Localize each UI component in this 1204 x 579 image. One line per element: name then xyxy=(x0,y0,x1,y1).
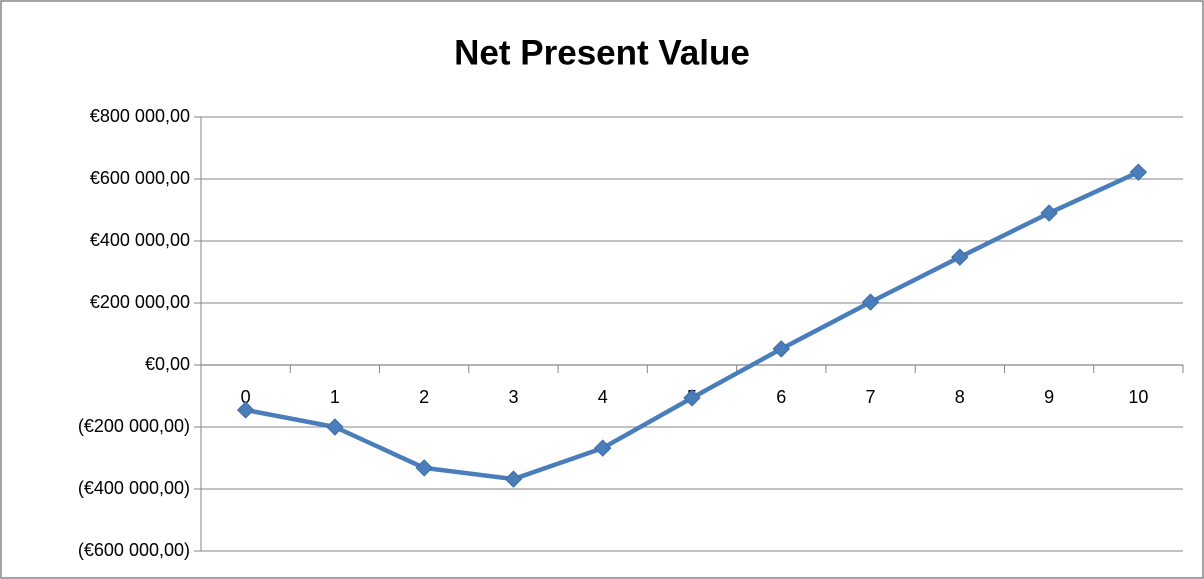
data-point xyxy=(236,401,255,419)
x-tick-label: 7 xyxy=(866,387,876,407)
data-point xyxy=(861,293,880,311)
x-tick-label: 1 xyxy=(330,387,340,407)
y-tick-label: (€200 000,00) xyxy=(78,416,190,436)
data-point xyxy=(1129,163,1148,181)
y-tick-label: €600 000,00 xyxy=(90,168,190,188)
y-tick-label: (€600 000,00) xyxy=(78,540,190,560)
x-tick-label: 10 xyxy=(1128,387,1148,407)
x-tick-label: 2 xyxy=(419,387,429,407)
data-point xyxy=(415,459,433,477)
data-point xyxy=(951,248,969,266)
data-point xyxy=(326,418,344,436)
x-tick-label: 4 xyxy=(598,387,608,407)
x-tick-label: 0 xyxy=(241,387,251,407)
x-tick-label: 8 xyxy=(955,387,965,407)
y-tick-label: €200 000,00 xyxy=(90,292,190,312)
chart-title: Net Present Value xyxy=(454,33,750,72)
y-tick-label: €0,00 xyxy=(145,354,190,374)
data-point xyxy=(1040,204,1058,222)
x-tick-label: 3 xyxy=(508,387,518,407)
data-point xyxy=(504,470,523,488)
y-tick-label: (€400 000,00) xyxy=(78,478,190,498)
data-point xyxy=(683,389,701,407)
data-point xyxy=(772,340,790,358)
y-tick-label: €400 000,00 xyxy=(90,230,190,250)
x-tick-label: 6 xyxy=(776,387,786,407)
y-tick-label: €800 000,00 xyxy=(90,106,190,126)
x-tick-label: 9 xyxy=(1044,387,1054,407)
data-point xyxy=(594,439,612,457)
